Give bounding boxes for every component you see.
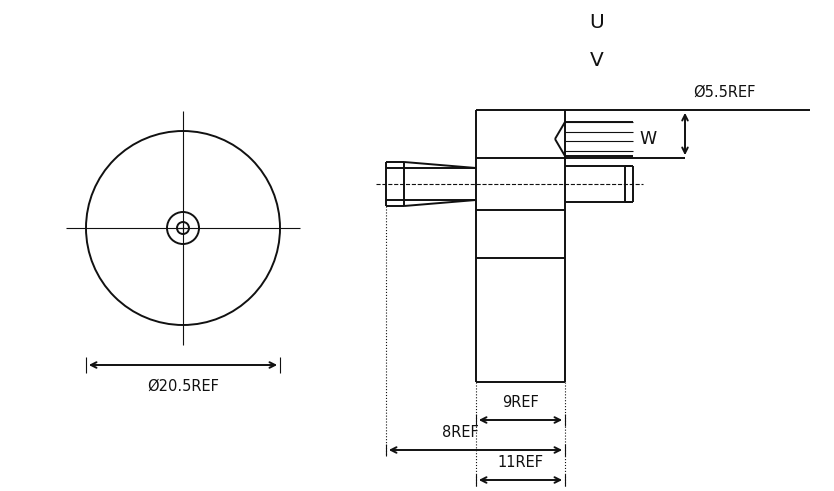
Text: W: W — [639, 130, 656, 148]
Text: U: U — [590, 12, 605, 31]
Text: V: V — [590, 51, 604, 70]
Text: Ø5.5REF: Ø5.5REF — [693, 85, 756, 100]
Text: Ø20.5REF: Ø20.5REF — [147, 379, 219, 394]
Text: 9REF: 9REF — [502, 395, 539, 410]
Text: 11REF: 11REF — [498, 455, 544, 470]
Text: 8REF: 8REF — [442, 425, 479, 440]
